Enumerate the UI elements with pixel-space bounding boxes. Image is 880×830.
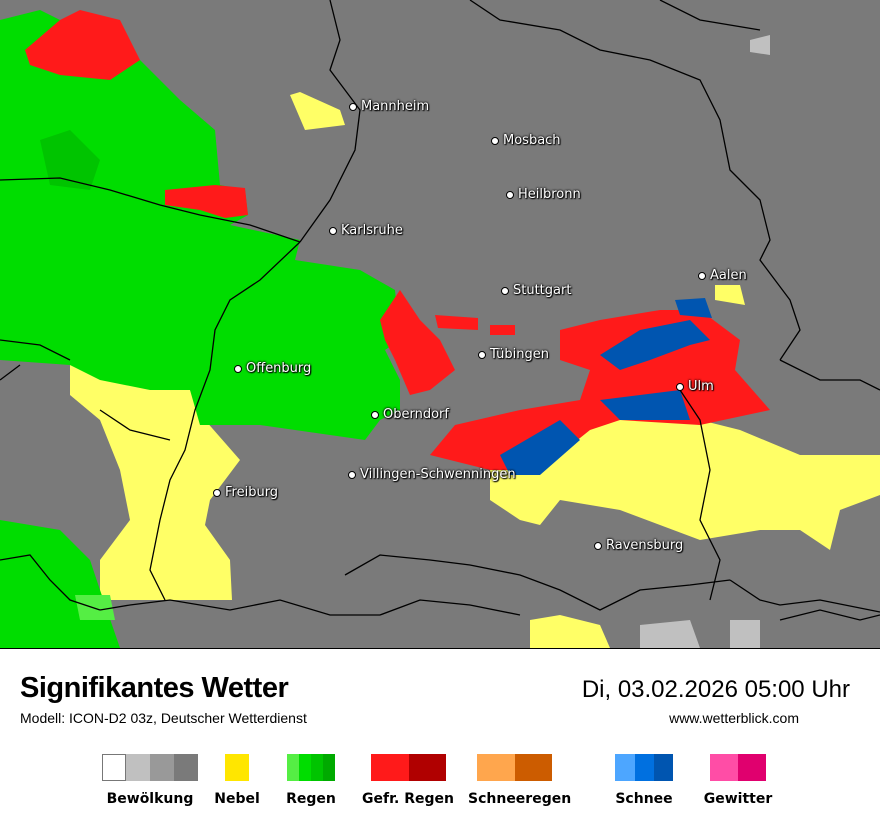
snow-areas [500, 298, 712, 475]
legend-label: Schnee [615, 791, 673, 807]
legend-label: Gewitter [703, 791, 773, 807]
legend-swatches [698, 754, 778, 781]
legend-item-gewitter: Gewitter [698, 754, 778, 807]
freezing-rain-central [380, 290, 455, 395]
border-line [0, 177, 301, 243]
city-dot-icon [348, 470, 356, 479]
city-ulm: Ulm [676, 379, 714, 394]
city-dot-icon [676, 382, 684, 391]
snow-area-2 [600, 390, 690, 420]
city-dot-icon [234, 364, 242, 373]
weather-layer [0, 0, 880, 648]
city-dot-icon [491, 136, 499, 145]
snow-area-1 [600, 320, 710, 370]
legend-item-schnee: Schnee [600, 754, 688, 807]
rain-areas [0, 10, 400, 648]
cloud-patch-1 [750, 35, 770, 55]
city-dot-icon [329, 226, 337, 235]
legend-swatches [600, 754, 688, 781]
border-line [0, 554, 101, 611]
cloud-patch-2 [640, 620, 700, 648]
legend-label: Regen [286, 791, 336, 807]
border-line [0, 364, 21, 381]
cloud-patch-3 [730, 620, 760, 648]
freezing-rain-dash2 [490, 325, 515, 335]
city-stuttgart: Stuttgart [501, 283, 571, 298]
city-dot-icon [349, 102, 357, 111]
freezing-rain-small [165, 185, 248, 218]
weather-map: Mannheim Mosbach Heilbronn Karlsruhe Aal… [0, 0, 880, 649]
city-offenburg: Offenburg [234, 361, 311, 376]
freezing-rain-areas [25, 10, 770, 470]
snow-area-4 [675, 298, 712, 318]
city-oberndorf: Oberndorf [371, 407, 449, 422]
border-line [779, 359, 880, 391]
website-link[interactable]: www.wetterblick.com [669, 710, 799, 726]
cloud-areas [640, 35, 770, 648]
city-dot-icon [501, 286, 509, 295]
legend-label: Bewölkung [106, 791, 194, 807]
border-line [659, 0, 761, 31]
fog-area-aalen [715, 285, 745, 305]
border-line [99, 599, 521, 616]
model-info: Modell: ICON-D2 03z, Deutscher Wetterdie… [20, 710, 307, 726]
city-freiburg: Freiburg [213, 485, 278, 500]
fog-area-southeast [490, 420, 880, 550]
freezing-rain-east [430, 310, 770, 470]
border-line [344, 554, 731, 611]
border-line [729, 579, 880, 613]
page-title: Signifikantes Wetter [20, 672, 289, 704]
city-dot-icon [478, 350, 486, 359]
legend-swatches [98, 754, 202, 781]
fog-areas [70, 92, 880, 648]
snow-area-3 [500, 420, 580, 475]
city-mannheim: Mannheim [349, 99, 429, 114]
legend-label: Gefr. Regen [362, 791, 454, 807]
city-heilbronn: Heilbronn [506, 187, 581, 202]
freezing-rain-northwest [25, 10, 140, 80]
rain-area-light [75, 595, 115, 620]
city-aalen: Aalen [698, 268, 747, 283]
borders [0, 0, 880, 621]
border-line [469, 0, 801, 361]
border-line [0, 339, 71, 361]
border-line [679, 389, 721, 601]
forecast-datetime: Di, 03.02.2026 05:00 Uhr [581, 676, 850, 703]
legend-item-schneeregen: Schneeregen [468, 754, 572, 807]
legend-swatches [280, 754, 342, 781]
legend-swatches [206, 754, 268, 781]
legend-item-gefr-regen: Gefr. Regen [352, 754, 464, 807]
city-karlsruhe: Karlsruhe [329, 223, 403, 238]
legend-item-regen: Regen [280, 754, 342, 807]
city-mosbach: Mosbach [491, 133, 561, 148]
city-dot-icon [506, 190, 514, 199]
city-villingen-schwenningen: Villingen-Schwenningen [348, 467, 516, 482]
border-line [779, 609, 880, 621]
border-line [149, 241, 301, 601]
city-dot-icon [371, 410, 379, 419]
city-tuebingen: Tübingen [478, 347, 549, 362]
city-ravensburg: Ravensburg [594, 538, 683, 553]
legend: Bewölkung Nebel Regen Gefr. Regen Schnee… [0, 754, 880, 814]
city-dot-icon [594, 541, 602, 550]
fog-area-west [70, 365, 240, 600]
legend-item-bewoelkung: Bewölkung [98, 754, 202, 807]
city-dot-icon [698, 271, 706, 280]
fog-area-small [290, 92, 345, 130]
legend-item-nebel: Nebel [206, 754, 268, 807]
fog-area-south [530, 615, 610, 648]
border-line [299, 0, 361, 243]
city-dot-icon [213, 488, 221, 497]
legend-swatches [352, 754, 464, 781]
legend-label: Schneeregen [468, 791, 572, 807]
rain-area-west-dark [40, 130, 100, 190]
legend-label: Nebel [214, 791, 260, 807]
freezing-rain-dash [435, 315, 478, 330]
rain-area-west [0, 10, 400, 440]
border-line [99, 409, 171, 441]
legend-swatches [468, 754, 560, 781]
